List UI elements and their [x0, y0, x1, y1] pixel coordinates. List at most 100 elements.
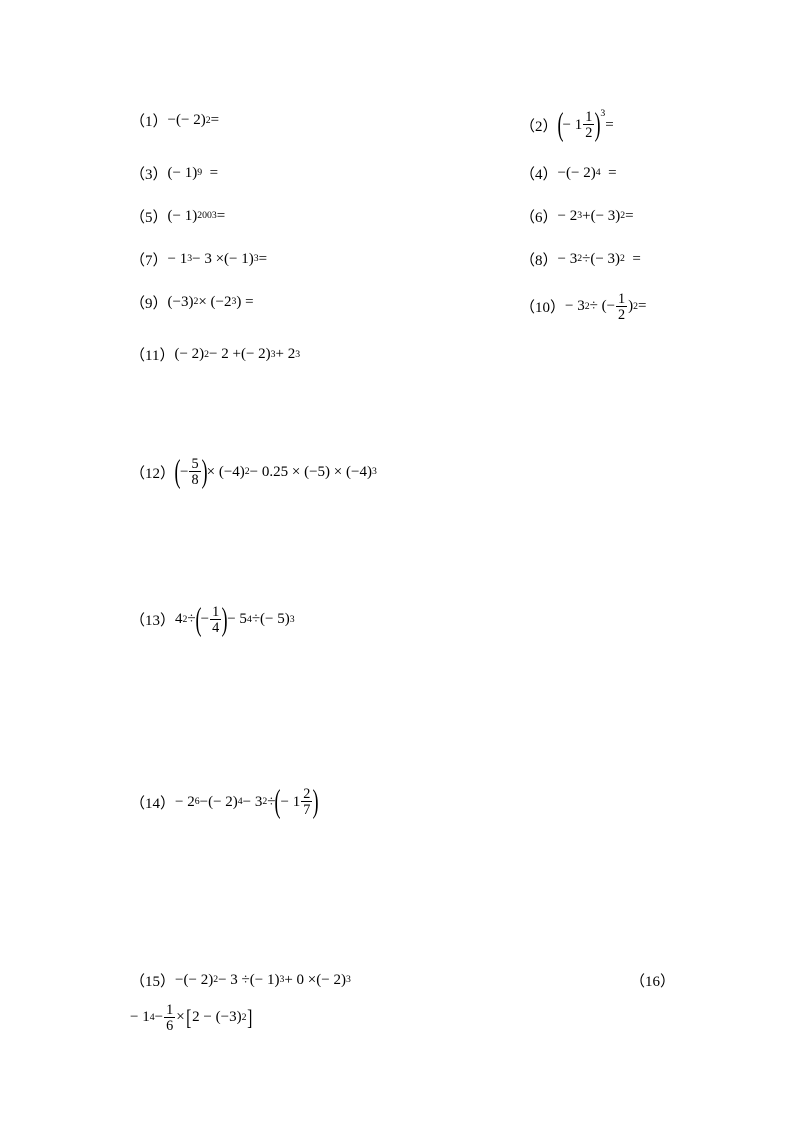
cell-6: （6） − 23 + (− 3)2 = — [520, 206, 740, 227]
lparen: ( — [174, 464, 180, 481]
label-9: （9） — [130, 292, 168, 313]
t: (− 1) — [224, 251, 254, 268]
math-12: ( − 58 ) × (−4)2 − 0.25 × (−5) × (−4)3 — [175, 457, 377, 488]
t: = — [211, 112, 219, 129]
problem-15: （15） − (− 2)2 − 3 ÷ (− 1)3 + 0 × (− 2)3 — [130, 970, 630, 991]
frac: 14 — [210, 605, 221, 636]
lparen: ( — [275, 794, 281, 811]
math-2: ( − 1 12 ) 3 = — [558, 110, 614, 141]
cell-11: （11） (− 2)2 − 2 + (− 2)3 + 23 — [130, 344, 520, 365]
t: + — [582, 208, 590, 225]
label-7: （7） — [130, 249, 168, 270]
spacer — [130, 840, 740, 935]
t: + 2 — [276, 346, 296, 363]
g: ( − 58 ) — [175, 457, 207, 488]
math-3: (− 1)9 = — [168, 165, 219, 182]
t: (− 2) — [208, 794, 238, 811]
cell-2: （2） ( − 1 12 ) 3 = — [520, 110, 740, 141]
t: = — [632, 251, 640, 268]
g: ( − 1 12 ) — [558, 110, 601, 141]
cell-10: （10） − 32 ÷ (− 12 )2 = — [520, 292, 740, 323]
problem-2: （2） ( − 1 12 ) 3 = — [520, 110, 740, 141]
label-8: （8） — [520, 249, 558, 270]
n: 1 — [583, 110, 594, 124]
d: 2 — [616, 306, 627, 322]
t: − 3 ÷ — [218, 972, 250, 989]
row-2: （3） (− 1)9 = （4） − (− 2)4 = — [130, 163, 740, 184]
problem-4: （4） − (− 2)4 = — [520, 163, 740, 184]
page: （1） − (− 2)2 = （2） ( − 1 12 ) 3 — [0, 0, 800, 1093]
t: − — [180, 464, 188, 481]
label-13: （13） — [130, 609, 175, 630]
n: 1 — [616, 292, 627, 306]
label-2: （2） — [520, 115, 558, 136]
math-6: − 23 + (− 3)2 = — [558, 208, 634, 225]
t: ÷ — [582, 251, 590, 268]
t: 2 − (−3) — [192, 1009, 241, 1026]
n: 5 — [189, 457, 200, 471]
spacer — [130, 752, 740, 787]
frac: 16 — [164, 1003, 175, 1034]
cell-3: （3） (− 1)9 = — [130, 163, 520, 184]
t: − 3 — [558, 251, 578, 268]
t: 4 — [175, 611, 183, 628]
row-9: （14） − 26 − (− 2)4 − 32 ÷ ( − 1 27 ) — [130, 787, 740, 818]
cell-4: （4） − (− 2)4 = — [520, 163, 740, 184]
problem-1: （1） − (− 2)2 = — [130, 110, 520, 131]
t: − — [558, 165, 566, 182]
row-1: （1） − (− 2)2 = （2） ( − 1 12 ) 3 — [130, 110, 740, 141]
t: (− 2) — [176, 112, 206, 129]
rparen: ) — [222, 612, 228, 629]
cell-16: （16） — [630, 970, 740, 991]
n: 1 — [164, 1003, 175, 1017]
t: (− 5) — [260, 611, 290, 628]
row-7: （12） ( − 58 ) × (−4)2 − 0.25 × (−5) × (−… — [130, 457, 740, 488]
problem-8: （8） − 32 ÷ (− 3)2 = — [520, 249, 740, 270]
t: × (−2 — [198, 294, 231, 311]
t: − — [200, 794, 208, 811]
problem-12: （12） ( − 58 ) × (−4)2 − 0.25 × (−5) × (−… — [130, 457, 377, 488]
math-7: − 13 − 3 × (− 1)3 = — [168, 251, 268, 268]
cell-15: （15） − (− 2)2 − 3 ÷ (− 1)3 + 0 × (− 2)3 — [130, 970, 630, 991]
g: ( − 1 27 ) — [275, 787, 318, 818]
t: = — [608, 165, 616, 182]
t: × (−4) — [207, 464, 245, 481]
t: − 3 × — [192, 251, 224, 268]
problem-13: （13） 42 ÷ ( − 14 ) − 54 ÷ (− 5)3 — [130, 605, 295, 636]
t: − — [155, 1009, 163, 1026]
problem-7: （7） − 13 − 3 × (− 1)3 = — [130, 249, 520, 270]
cell-1: （1） − (− 2)2 = — [130, 110, 520, 141]
math-13: 42 ÷ ( − 14 ) − 54 ÷ (− 5)3 — [175, 605, 295, 636]
t: (− 2) — [241, 346, 271, 363]
label-4: （4） — [520, 163, 558, 184]
t: (− 1) — [250, 972, 280, 989]
math-5: (− 1)2003 = — [168, 208, 226, 225]
t: − 5 — [227, 611, 247, 628]
t: (− 2) — [566, 165, 596, 182]
frac: 27 — [301, 787, 312, 818]
math-10: − 32 ÷ (− 12 )2 = — [565, 292, 647, 323]
rparen: ) — [313, 794, 319, 811]
t: (− 2) — [174, 346, 204, 363]
lparen: ( — [195, 612, 201, 629]
rparen: ) — [595, 117, 601, 134]
t: − 1 — [280, 794, 300, 811]
t: = — [638, 298, 646, 315]
problem-9: （9） (−3)2 × (−23 ) = — [130, 292, 520, 313]
math-15: − (− 2)2 − 3 ÷ (− 1)3 + 0 × (− 2)3 — [175, 972, 351, 989]
t: (−3) — [168, 294, 194, 311]
math-14: − 26 − (− 2)4 − 32 ÷ ( − 1 27 ) — [175, 787, 318, 818]
t: − 1 — [563, 117, 583, 134]
problem-6: （6） − 23 + (− 3)2 = — [520, 206, 740, 227]
d: 4 — [210, 619, 221, 635]
math-4: − (− 2)4 = — [558, 165, 617, 182]
t: − 2 — [558, 208, 578, 225]
label-12: （12） — [130, 462, 175, 483]
frac: 12 — [583, 110, 594, 141]
continuation-16: − 14 − 16 × [ 2 − (−3)2 ] — [130, 1003, 740, 1034]
t: − — [168, 112, 176, 129]
row-8: （13） 42 ÷ ( − 14 ) − 54 ÷ (− 5)3 — [130, 605, 740, 636]
row-4: （7） − 13 − 3 × (− 1)3 = （8） − 32 ÷ (− 3)… — [130, 249, 740, 270]
t: = — [259, 251, 267, 268]
t: ÷ (− — [590, 298, 615, 315]
